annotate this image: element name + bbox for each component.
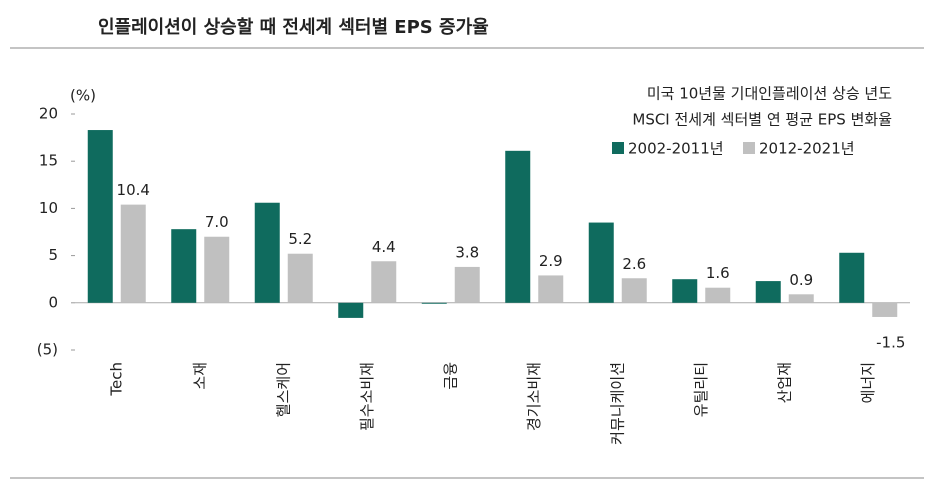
y-tick-label: (5) — [37, 341, 58, 359]
value-label: 7.0 — [205, 213, 229, 231]
x-tick-label: 산업재 — [775, 362, 793, 403]
x-tick-label: 에너지 — [859, 362, 877, 403]
y-tick-label: 20 — [39, 105, 58, 123]
bar — [171, 229, 197, 303]
bar — [120, 204, 146, 303]
bar — [872, 302, 898, 317]
x-tick-label: 헬스케어 — [274, 362, 292, 417]
bar — [621, 278, 647, 303]
legend-swatch — [743, 142, 755, 154]
bar — [204, 236, 230, 303]
bar — [588, 222, 614, 303]
legend-swatch — [612, 142, 624, 154]
bar — [338, 302, 364, 318]
bar — [454, 266, 480, 303]
bar — [705, 287, 731, 303]
legend-title: MSCI 전세계 섹터별 연 평균 EPS 변화율 — [632, 111, 892, 129]
bar — [421, 302, 447, 304]
value-label: 0.9 — [789, 271, 813, 289]
bar — [87, 130, 113, 303]
x-tick-label: Tech — [107, 362, 125, 397]
bar — [538, 275, 564, 303]
x-tick-label: 소재 — [191, 362, 209, 390]
value-label: 2.9 — [539, 252, 563, 270]
value-label: 10.4 — [117, 181, 150, 199]
bar — [371, 261, 397, 303]
y-tick-label: 5 — [48, 246, 58, 264]
y-tick-label: 0 — [48, 293, 58, 311]
value-label: 4.4 — [372, 238, 396, 256]
value-label: -1.5 — [876, 333, 905, 351]
bar — [839, 252, 865, 303]
legend-title: 미국 10년물 기대인플레이션 상승 년도 — [647, 85, 892, 103]
value-label: 2.6 — [622, 255, 646, 273]
x-tick-label: 금융 — [441, 362, 459, 390]
bar — [672, 279, 698, 303]
value-label: 3.8 — [455, 243, 479, 261]
y-tick-label: 10 — [39, 199, 58, 217]
x-tick-label: 커뮤니케이션 — [608, 362, 626, 445]
legend-label: 2012-2021년 — [759, 140, 855, 158]
bar — [254, 202, 280, 303]
bar — [755, 281, 781, 303]
y-unit: (%) — [70, 87, 96, 105]
legend-label: 2002-2011년 — [628, 140, 724, 158]
value-label: 5.2 — [288, 230, 312, 248]
bar — [287, 253, 313, 303]
bar — [788, 294, 814, 303]
x-tick-label: 유틸리티 — [692, 362, 710, 417]
x-tick-label: 경기소비재 — [525, 362, 543, 431]
value-label: 1.6 — [706, 264, 730, 282]
bar — [505, 150, 531, 303]
x-tick-label: 필수소비재 — [358, 362, 376, 431]
y-tick-label: 15 — [39, 152, 58, 170]
chart-title: 인플레이션이 상승할 때 전세계 섹터별 EPS 증가율 — [98, 16, 489, 38]
